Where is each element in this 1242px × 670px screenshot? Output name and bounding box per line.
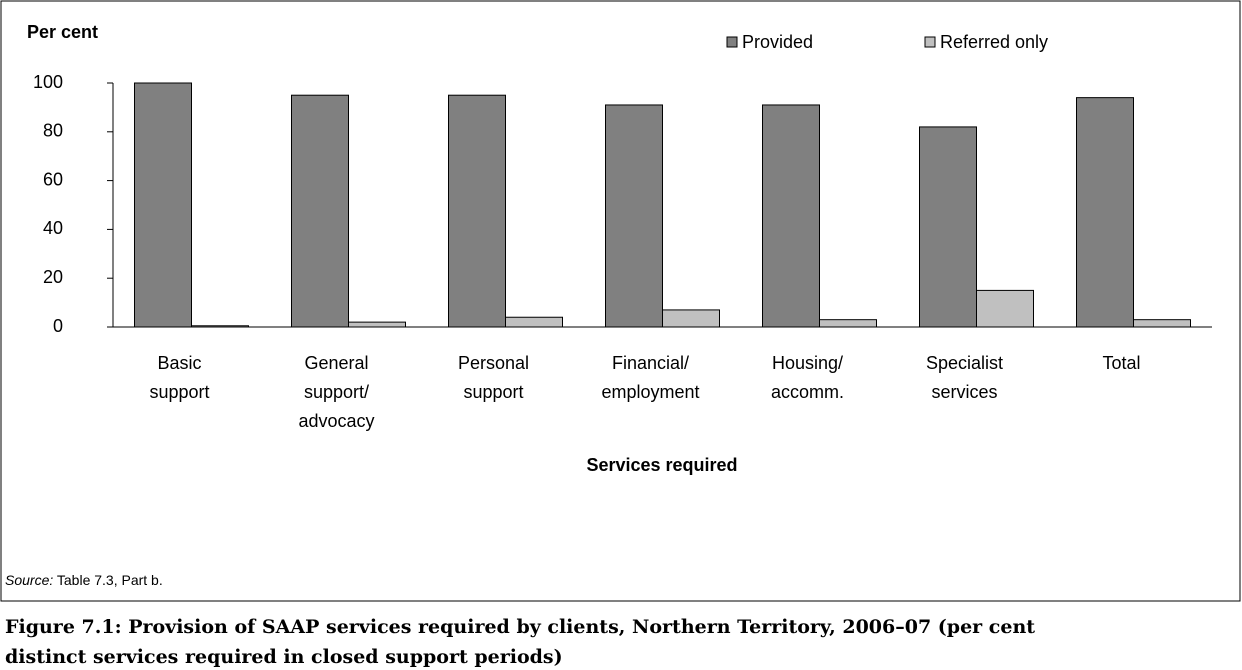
legend-swatch — [726, 36, 738, 48]
source-label: Source: — [5, 572, 53, 588]
legend-label: Provided — [742, 32, 813, 52]
x-tick-label: accomm. — [771, 382, 844, 402]
caption: distinct services required in closed sup… — [5, 646, 563, 668]
x-tick-label: support — [149, 382, 209, 402]
y-tick-label: 40 — [43, 218, 63, 238]
source: Source: Table 7.3, Part b. — [5, 572, 163, 588]
x-tick-label: Financial/ — [612, 353, 689, 373]
bar — [819, 319, 877, 328]
frame — [0, 0, 1241, 602]
y-tick-label: 0 — [53, 316, 63, 336]
legend-swatch — [924, 36, 936, 48]
bar — [291, 94, 349, 328]
x-tick-label: Personal — [458, 353, 529, 373]
x-tick-label: Housing/ — [772, 353, 843, 373]
x-tick-label: Basic — [157, 353, 201, 373]
x-tick-label: Specialist — [926, 353, 1003, 373]
legend-label: Referred only — [940, 32, 1048, 52]
bar — [448, 94, 506, 328]
bar — [505, 316, 563, 328]
source-text: Table 7.3, Part b. — [57, 572, 163, 588]
bar — [919, 126, 977, 328]
y-tick-label: 20 — [43, 267, 63, 287]
x-tick-label: support/ — [304, 382, 369, 402]
x-tick-label: support — [463, 382, 523, 402]
x-tick-label: employment — [601, 382, 699, 402]
bar — [348, 321, 406, 328]
bar — [191, 325, 249, 328]
x-tick-label: advocacy — [298, 411, 374, 431]
bar — [605, 104, 663, 328]
bar — [134, 82, 192, 328]
x-tick-label: services — [931, 382, 997, 402]
x-tick-label: General — [304, 353, 368, 373]
y-tick-label: 80 — [43, 121, 63, 141]
y-tick-label: 100 — [33, 72, 63, 92]
x-axis-label: Services required — [586, 455, 737, 475]
bar — [1076, 97, 1134, 328]
bar — [976, 289, 1034, 328]
bar — [762, 104, 820, 328]
x-tick-label: Total — [1102, 353, 1140, 373]
bar — [662, 309, 720, 328]
bar — [1133, 319, 1191, 328]
caption: Figure 7.1: Provision of SAAP services r… — [5, 616, 1035, 638]
y-tick-label: 60 — [43, 169, 63, 189]
y-axis-label: Per cent — [27, 22, 98, 42]
